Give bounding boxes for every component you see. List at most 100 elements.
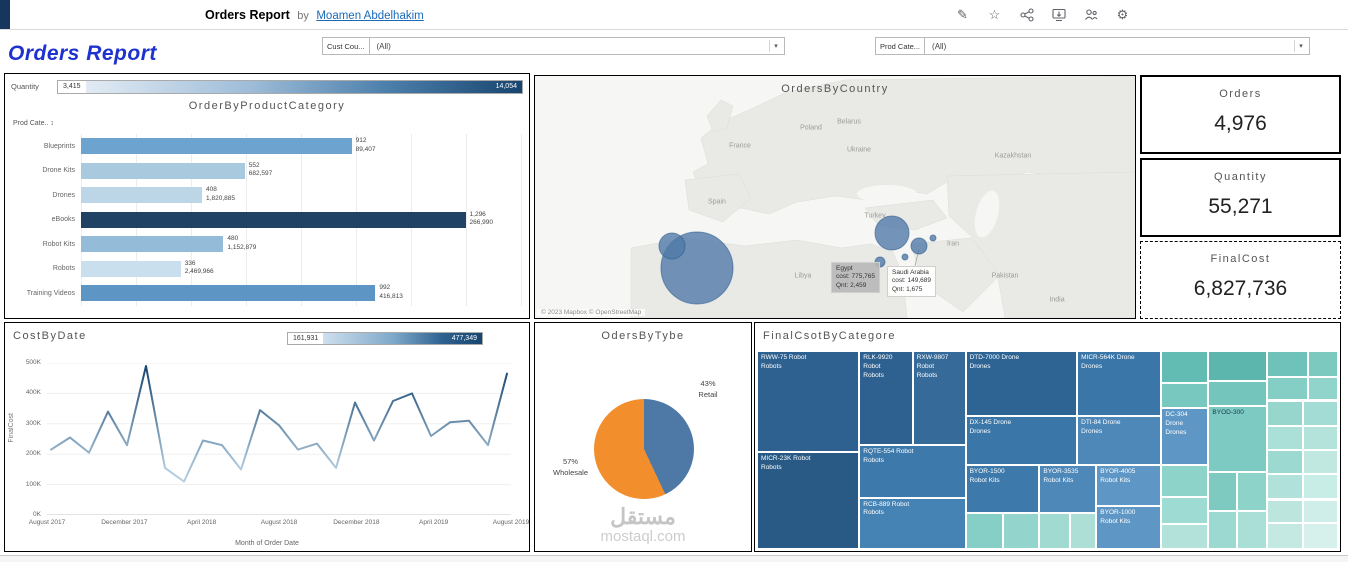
treemap-cell[interactable] (1267, 351, 1308, 377)
treemap-cell[interactable] (1307, 376, 1338, 401)
treemap-cell[interactable]: DC-304 Drone Drones (1161, 408, 1209, 465)
bar-cost-label: 1,152,879 (227, 243, 257, 251)
treemap-cell[interactable]: DTD-7000 Drone Drones (965, 351, 1078, 417)
map-bubble[interactable] (910, 237, 928, 255)
treemap-cell-label: Drone (1165, 420, 1184, 428)
treemap-cell[interactable] (1003, 513, 1040, 549)
treemap-cell-label: Robots (761, 463, 782, 471)
chevron-down-icon[interactable]: ▾ (1294, 40, 1307, 52)
treemap-cell[interactable] (1267, 523, 1304, 549)
line-plot[interactable] (47, 362, 511, 516)
treemap-cell[interactable] (1161, 524, 1209, 549)
treemap-cell[interactable] (1303, 450, 1338, 474)
treemap-cell[interactable] (1267, 499, 1304, 524)
download-icon[interactable] (1051, 8, 1066, 23)
filter-select[interactable]: (All) ▾ (925, 37, 1310, 55)
treemap-cell[interactable] (1267, 376, 1308, 401)
treemap-cell[interactable] (1303, 400, 1338, 427)
treemap-cell[interactable]: DTI-84 Drone Drones (1077, 416, 1162, 465)
treemap-cell[interactable]: BYOR-4005 Robot Kits (1096, 464, 1162, 507)
treemap-cell[interactable] (1208, 380, 1268, 407)
treemap-cell[interactable]: BYOD-300 (1208, 406, 1268, 472)
annotation-line: Egypt (836, 265, 853, 272)
treemap-cell[interactable]: RQTE-554 Robot Robots (859, 445, 966, 498)
treemap-cell[interactable]: BYOR-3535 Robot Kits (1039, 464, 1097, 514)
treemap-cell[interactable] (1307, 351, 1338, 377)
map-overlay: France Spain Poland Belarus Ukraine Turkey Kaz… (535, 76, 1135, 318)
map-bubble[interactable] (874, 215, 910, 251)
kpi-title: Quantity (1214, 171, 1267, 183)
pie-chart[interactable] (594, 399, 694, 499)
treemap-cell[interactable] (1208, 511, 1238, 549)
map-bubble[interactable] (901, 253, 909, 261)
treemap-cell[interactable]: BYOR-1500 Robot Kits (965, 464, 1040, 514)
treemap-cell[interactable] (1161, 351, 1209, 383)
treemap-cell-label: Drones (1081, 428, 1103, 436)
bar[interactable] (81, 285, 376, 301)
sort-icon[interactable]: ↕ (50, 120, 54, 127)
treemap-cell[interactable] (1161, 496, 1209, 525)
country-label: Pakistan (991, 272, 1019, 280)
corner-accent (0, 0, 10, 29)
bar-value-labels: 992 416,813 (379, 284, 403, 302)
quantity-color-legend: Quantity 3,415 14,054 (11, 79, 523, 94)
treemap-cell[interactable] (1039, 513, 1070, 549)
star-icon[interactable]: ☆ (988, 7, 1001, 22)
treemap-cell[interactable] (1303, 499, 1338, 524)
treemap-cell-label: MICR-564K Drone (1081, 354, 1135, 361)
legend-gradient-bar: 14,054 (85, 80, 522, 93)
map-annotation: Saudi Arabia cost: 149,689 Qnt: 1,675 (887, 266, 937, 298)
country-label: Libya (794, 272, 812, 280)
treemap-cell[interactable] (1237, 511, 1268, 549)
treemap-cell[interactable]: BYOR-1000 Robot Kits (1096, 506, 1162, 549)
legend-min: 3,415 (58, 80, 86, 93)
treemap-cell[interactable] (1267, 473, 1304, 500)
treemap-cell[interactable]: RWW-75 Robot Robots (757, 351, 860, 452)
treemap-cell[interactable]: RCB-889 Robot Robots (859, 497, 966, 549)
bar[interactable] (81, 236, 224, 252)
bar[interactable] (81, 211, 466, 228)
treemap-cell[interactable] (1303, 473, 1338, 500)
treemap-cell[interactable]: MICR-23K Robot Robots (757, 451, 860, 549)
x-tick-label: August 2017 (28, 519, 66, 526)
author-link[interactable]: Moamen Abdelhakim (316, 10, 424, 22)
treemap-cell[interactable]: DX-145 Drone Drones (965, 416, 1078, 465)
treemap-cell[interactable] (1161, 382, 1209, 409)
treemap-cell[interactable] (1069, 513, 1097, 549)
bar[interactable] (81, 138, 352, 154)
treemap-panel: FinalCsotByCategore RWW-75 Robot Robots MI… (754, 322, 1341, 552)
edit-icon[interactable]: ✎ (957, 7, 968, 22)
treemap-cell[interactable]: RLK-9920 Robot Robots (859, 351, 913, 446)
treemap-cell[interactable] (1303, 426, 1338, 450)
chevron-down-icon[interactable]: ▾ (769, 40, 782, 52)
treemap-cell[interactable] (1267, 450, 1304, 474)
treemap-cell[interactable] (1161, 464, 1209, 497)
x-axis-label: Month of Order Date (235, 540, 299, 547)
treemap-cell[interactable] (1237, 471, 1268, 512)
users-icon[interactable] (1083, 8, 1098, 23)
bar[interactable] (81, 162, 245, 179)
treemap-cell[interactable] (1267, 426, 1304, 450)
treemap-cell[interactable]: MICR-564K Drone Drones (1077, 351, 1162, 417)
treemap-cell[interactable]: RXW-9807 Robot Robots (912, 351, 966, 446)
map-annotation: Egypt cost: 775,765 Qnt: 2,459 (831, 262, 881, 294)
bar-value-labels: 480 1,152,879 (227, 235, 256, 253)
treemap-cell[interactable] (1208, 471, 1238, 512)
bar[interactable] (81, 187, 203, 203)
filter-label: Cust Cou... (322, 37, 370, 55)
treemap-cell[interactable] (1208, 351, 1268, 381)
chart-title: CostByDate (13, 330, 87, 342)
bar[interactable] (81, 260, 181, 277)
filter-select[interactable]: (All) ▾ (369, 37, 785, 55)
map-bubble[interactable] (658, 232, 686, 260)
filter-value: (All) (376, 41, 391, 51)
legend-label: Quantity (11, 82, 39, 91)
share-icon[interactable] (1019, 8, 1034, 23)
bar-cost-label: 416,813 (379, 292, 403, 300)
bar-cost-label: 1,820,885 (206, 194, 235, 202)
gear-icon[interactable]: ⚙ (1116, 7, 1129, 22)
treemap-cell[interactable] (965, 513, 1004, 549)
treemap-cell[interactable] (1267, 400, 1304, 427)
treemap-cell[interactable] (1303, 523, 1338, 549)
map-bubble[interactable] (929, 234, 937, 242)
